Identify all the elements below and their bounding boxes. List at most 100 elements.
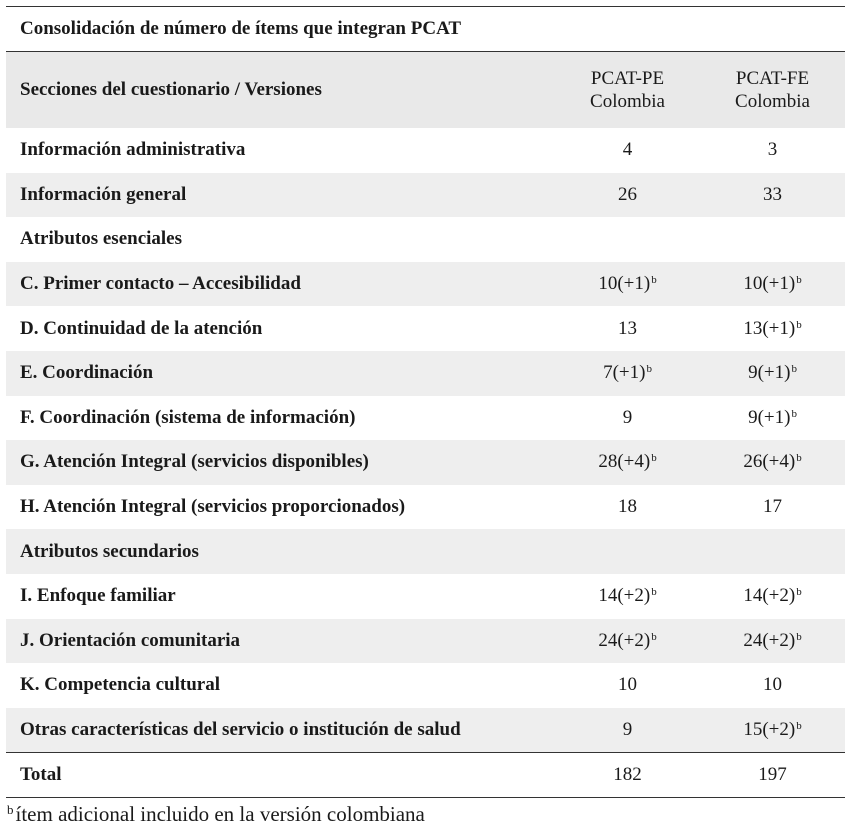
table-row: C. Primer contacto – Accesibilidad 10(+1)… xyxy=(6,261,845,307)
table-row: H. Atención Integral (servicios proporci… xyxy=(6,485,845,530)
pcat-fe-value: 17 xyxy=(700,485,845,530)
row-label-value: Atributos esenciales xyxy=(20,228,183,250)
pcat-fe-value-footnote-marker: b xyxy=(796,318,802,331)
pcat-pe-value-value: 4 xyxy=(622,139,633,161)
row-label-value: G. Atención Integral (servicios disponib… xyxy=(20,451,369,473)
pcat-pe-value: 10(+1)b xyxy=(555,261,700,307)
total-label-value: Total xyxy=(20,764,62,786)
pcat-pe-value-value: 24(+2) xyxy=(598,629,651,651)
pcat-pe-value-value: 9 xyxy=(622,406,633,428)
table-row: F. Coordinación (sistema de información)… xyxy=(6,396,845,441)
table-row: J. Orientación comunitaria 24(+2)b 24(+2)b xyxy=(6,618,845,664)
row-label-value: Otras características del servicio o ins… xyxy=(20,719,461,741)
pcat-pe-value-value: 26 xyxy=(618,183,637,205)
pcat-fe-value-value: 9(+1) xyxy=(748,362,791,384)
row-label-value: H. Atención Integral (servicios proporci… xyxy=(20,496,406,518)
row-label: I. Enfoque familiar xyxy=(6,574,555,619)
pcat-fe-value-footnote-marker: b xyxy=(791,407,797,420)
pcat-fe-value: 9(+1)b xyxy=(700,396,845,441)
pcat-pe-value: 14(+2)b xyxy=(555,574,700,619)
row-label: Información general xyxy=(6,172,555,218)
header-pcat-pe: PCAT-PE Colombia xyxy=(555,52,700,128)
row-label: D. Continuidad de la atención xyxy=(6,306,555,351)
table-row: Atributos secundarios xyxy=(6,529,845,574)
pcat-fe-value-value: 10 xyxy=(763,674,782,696)
pcat-fe-value-footnote-marker: b xyxy=(796,720,802,733)
pcat-pe-value: 18 xyxy=(555,485,700,530)
row-label-value: Atributos secundarios xyxy=(20,540,199,562)
row-label-value: Información administrativa xyxy=(20,139,246,161)
pcat-pe-value xyxy=(555,217,700,262)
pcat-pe-value: 28(+4)b xyxy=(555,440,700,485)
table-row: Atributos esenciales xyxy=(6,217,845,262)
pcat-fe-value-value: 17 xyxy=(763,496,782,518)
header-sections-label: Secciones del cuestionario / Versiones xyxy=(6,52,555,128)
pcat-pe-value xyxy=(555,529,700,574)
pcat-fe-value-footnote-marker: b xyxy=(791,363,797,376)
pcat-pe-value-value: 10 xyxy=(618,674,637,696)
total-pcat-pe-value: 182 xyxy=(613,764,642,786)
pcat-pe-value-value: 14(+2) xyxy=(598,585,651,607)
table-row: Información general 26 33 xyxy=(6,172,845,218)
pcat-pe-value: 26 xyxy=(555,172,700,218)
pcat-fe-value: 24(+2)b xyxy=(700,618,845,664)
pcat-pe-value: 7(+1)b xyxy=(555,350,700,396)
row-label: F. Coordinación (sistema de información) xyxy=(6,396,555,441)
row-label: H. Atención Integral (servicios proporci… xyxy=(6,485,555,530)
row-label-value: F. Coordinación (sistema de información) xyxy=(20,406,356,428)
table-caption: Consolidación de número de ítems que int… xyxy=(6,6,845,52)
pcat-pe-value-value: 9 xyxy=(622,719,633,741)
pcat-fe-value: 33 xyxy=(700,172,845,218)
row-label: C. Primer contacto – Accesibilidad xyxy=(6,261,555,307)
row-label-value: J. Orientación comunitaria xyxy=(20,629,241,651)
footnote-text: ítem adicional incluido en la versión co… xyxy=(15,802,425,827)
pcat-pe-value-value: 13 xyxy=(618,317,637,339)
pcat-fe-value: 10 xyxy=(700,663,845,708)
table-row: G. Atención Integral (servicios disponib… xyxy=(6,440,845,485)
total-pcat-pe: 182 xyxy=(555,752,700,799)
table-row: I. Enfoque familiar 14(+2)b 14(+2)b xyxy=(6,574,845,619)
pcat-pe-value: 24(+2)b xyxy=(555,618,700,664)
row-label-value: E. Coordinación xyxy=(20,362,154,384)
row-label-value: D. Continuidad de la atención xyxy=(20,317,263,339)
pcat-pe-value-value: 28(+4) xyxy=(598,451,651,473)
pcat-pe-value-footnote-marker: b xyxy=(646,363,652,376)
table-row: Información administrativa 4 3 xyxy=(6,128,845,173)
pcat-fe-value-value: 33 xyxy=(763,183,782,205)
row-label: G. Atención Integral (servicios disponib… xyxy=(6,440,555,485)
total-pcat-fe-value: 197 xyxy=(758,764,787,786)
items-table-container: Consolidación de número de ítems que int… xyxy=(6,6,845,827)
pcat-fe-value: 3 xyxy=(700,128,845,173)
header-pcat-pe-line2: Colombia xyxy=(590,91,665,112)
pcat-fe-value-value: 3 xyxy=(767,139,778,161)
pcat-pe-value: 9 xyxy=(555,396,700,441)
table-row: E. Coordinación 7(+1)b 9(+1)b xyxy=(6,350,845,396)
row-label: E. Coordinación xyxy=(6,350,555,396)
row-label-value: K. Competencia cultural xyxy=(20,674,221,696)
pcat-fe-value-footnote-marker: b xyxy=(796,586,802,599)
row-label: Información administrativa xyxy=(6,128,555,173)
pcat-fe-value-value: 9(+1) xyxy=(748,406,791,428)
row-label: Atributos secundarios xyxy=(6,529,555,574)
pcat-fe-value-value: 15(+2) xyxy=(743,719,796,741)
items-table: Secciones del cuestionario / Versiones P… xyxy=(6,52,845,799)
total-row: Total 182 197 xyxy=(6,752,845,799)
header-pcat-fe-line1: PCAT-FE xyxy=(735,68,810,89)
pcat-fe-value-value: 13(+1) xyxy=(743,317,796,339)
pcat-fe-value-value: 10(+1) xyxy=(743,273,796,295)
footnote: bítem adicional incluido en la versión c… xyxy=(6,802,845,827)
pcat-pe-value: 13 xyxy=(555,306,700,351)
pcat-pe-value-value: 18 xyxy=(618,496,637,518)
pcat-fe-value-value: 26(+4) xyxy=(743,451,796,473)
pcat-pe-value: 10 xyxy=(555,663,700,708)
pcat-pe-value-footnote-marker: b xyxy=(651,452,657,465)
pcat-fe-value xyxy=(700,529,845,574)
header-pcat-pe-line1: PCAT-PE xyxy=(590,68,665,89)
pcat-pe-value: 9 xyxy=(555,707,700,753)
row-label: Otras características del servicio o ins… xyxy=(6,707,555,753)
row-label: Atributos esenciales xyxy=(6,217,555,262)
footnote-marker: b xyxy=(7,802,14,818)
pcat-fe-value xyxy=(700,217,845,262)
pcat-pe-value-value: 7(+1) xyxy=(603,362,646,384)
pcat-fe-value-value: 14(+2) xyxy=(743,585,796,607)
